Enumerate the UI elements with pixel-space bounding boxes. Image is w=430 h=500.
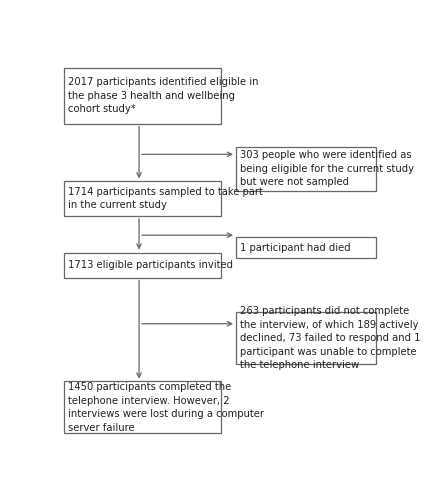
FancyBboxPatch shape xyxy=(64,382,221,434)
FancyBboxPatch shape xyxy=(64,252,221,278)
Text: 303 people who were identified as
being eligible for the current study
but were : 303 people who were identified as being … xyxy=(240,150,413,188)
Text: 2017 participants identified eligible in
the phase 3 health and wellbeing
cohort: 2017 participants identified eligible in… xyxy=(68,77,258,114)
Text: 1 participant had died: 1 participant had died xyxy=(240,242,350,252)
Text: 1714 participants sampled to take part
in the current study: 1714 participants sampled to take part i… xyxy=(68,187,262,210)
FancyBboxPatch shape xyxy=(235,312,375,364)
Text: 263 participants did not complete
the interview, of which 189 actively
declined,: 263 participants did not complete the in… xyxy=(240,306,419,370)
Text: 1713 eligible participants invited: 1713 eligible participants invited xyxy=(68,260,232,270)
FancyBboxPatch shape xyxy=(235,146,375,191)
FancyBboxPatch shape xyxy=(235,237,375,258)
Text: 1450 participants completed the
telephone interview. However, 2
interviews were : 1450 participants completed the telephon… xyxy=(68,382,263,433)
FancyBboxPatch shape xyxy=(64,182,221,216)
FancyBboxPatch shape xyxy=(64,68,221,124)
